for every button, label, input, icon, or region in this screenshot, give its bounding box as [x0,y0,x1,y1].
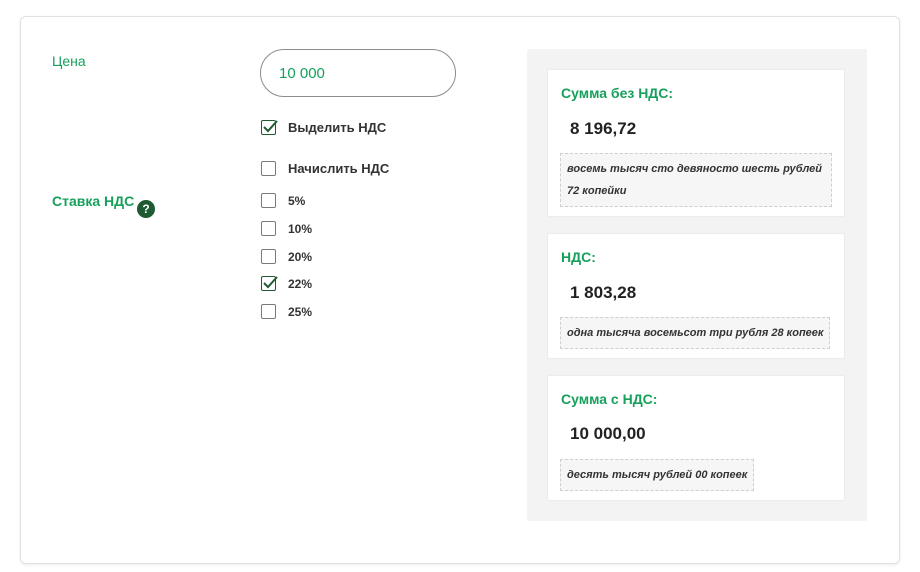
price-label: Цена [52,53,86,69]
result-title: Сумма без НДС: [561,85,674,101]
rate-option-5[interactable]: 5% [261,193,305,208]
checkbox-rate-20[interactable] [261,249,276,264]
rate-option-label: 10% [288,221,313,236]
rate-option-label: 5% [288,193,306,208]
rate-option-label: 22% [288,276,313,291]
mode-option-extract[interactable]: Выделить НДС [261,120,386,135]
result-gross-amount: Сумма с НДС: 10 000,00 десять тысяч рубл… [547,375,845,501]
result-net-amount: Сумма без НДС: 8 196,72 восемь тысяч сто… [547,69,845,217]
rate-option-20[interactable]: 20% [261,249,312,264]
rate-option-22[interactable]: 22% [261,276,312,291]
checkbox-extract-vat[interactable] [261,120,278,135]
checkbox-rate-22[interactable] [261,276,278,291]
rate-option-label: 25% [288,304,313,319]
rate-option-10[interactable]: 10% [261,221,312,236]
check-icon [263,276,278,289]
result-words: восемь тысяч сто девяносто шесть рублей … [560,153,832,207]
result-value[interactable]: 10 000,00 [570,424,646,443]
vat-rate-label: Ставка НДС [52,193,135,209]
rate-option-label: 20% [288,249,313,264]
results-panel: Сумма без НДС: 8 196,72 восемь тысяч сто… [527,49,867,521]
vat-calculator-card: Цена Выделить НДС Начислить НДС Ставка Н… [20,16,900,564]
result-words: десять тысяч рублей 00 копеек [560,459,755,491]
help-icon[interactable]: ? [137,200,155,218]
checkbox-add-vat[interactable] [261,161,276,176]
mode-option-label: Начислить НДС [288,161,390,176]
rate-option-25[interactable]: 25% [261,304,312,319]
mode-option-label: Выделить НДС [288,120,387,135]
check-icon [263,120,278,133]
mode-option-add[interactable]: Начислить НДС [261,161,389,176]
result-title: НДС: [561,249,596,265]
checkbox-rate-25[interactable] [261,304,276,319]
result-title: Сумма с НДС: [561,391,658,407]
checkbox-rate-5[interactable] [261,193,276,208]
result-value[interactable]: 8 196,72 [570,119,637,138]
result-words: одна тысяча восемьсот три рубля 28 копее… [560,317,831,349]
checkbox-rate-10[interactable] [261,221,276,236]
result-value[interactable]: 1 803,28 [570,283,637,302]
price-input[interactable] [260,49,456,97]
result-vat-amount: НДС: 1 803,28 одна тысяча восемьсот три … [547,233,845,359]
